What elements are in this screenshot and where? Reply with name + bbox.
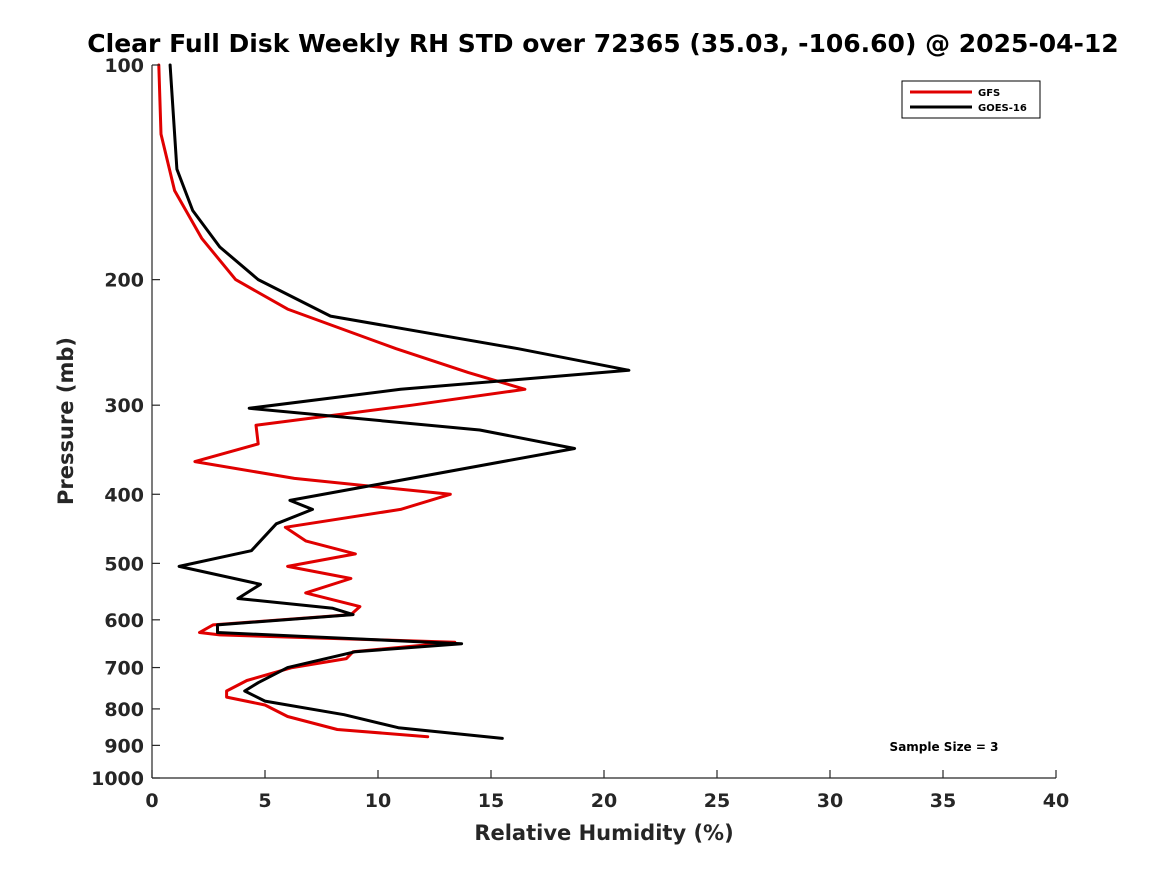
y-tick-label: 600 xyxy=(104,610,144,632)
y-tick-label: 200 xyxy=(104,270,144,292)
sample-size-annotation: Sample Size = 3 xyxy=(890,740,999,754)
y-tick-label: 900 xyxy=(104,735,144,757)
y-tick-label: 300 xyxy=(104,395,144,417)
y-tick-label: 1000 xyxy=(91,768,144,790)
x-tick-label: 15 xyxy=(478,790,504,812)
y-axis-label: Pressure (mb) xyxy=(54,337,78,505)
plot-area xyxy=(157,63,631,740)
chart-title: Clear Full Disk Weekly RH STD over 72365… xyxy=(87,29,1118,58)
x-tick-label: 30 xyxy=(817,790,843,812)
y-tick-label: 500 xyxy=(104,553,144,575)
y-tick-label: 700 xyxy=(104,658,144,680)
x-tick-label: 20 xyxy=(591,790,617,812)
axes: 0 5 10 15 20 25 30 35 40 100 200 300 400 500 600 700 800… xyxy=(91,55,1069,812)
x-tick-label: 40 xyxy=(1043,790,1069,812)
x-tick-label: 10 xyxy=(365,790,391,812)
legend: GFS GOES-16 xyxy=(901,80,1041,119)
x-tick-label: 35 xyxy=(930,790,956,812)
y-tick-label: 400 xyxy=(104,484,144,506)
legend-box xyxy=(901,80,1041,119)
x-axis-label: Relative Humidity (%) xyxy=(474,821,733,845)
legend-label-gfs: GFS xyxy=(978,88,1000,99)
y-tick-label: 800 xyxy=(104,699,144,721)
x-tick-label: 5 xyxy=(258,790,271,812)
series-line-gfs xyxy=(157,63,527,739)
legend-label-goes-16: GOES-16 xyxy=(978,103,1027,114)
series-line-goes-16 xyxy=(168,63,631,740)
x-tick-label: 25 xyxy=(704,790,730,812)
y-tick-label: 100 xyxy=(104,55,144,77)
x-tick-label: 0 xyxy=(145,790,158,812)
